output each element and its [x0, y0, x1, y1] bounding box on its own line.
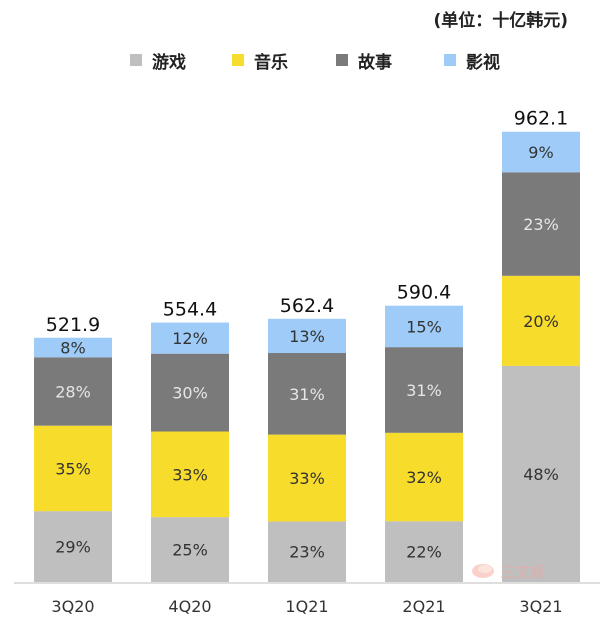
- bar-segment-3Q20-0: [34, 511, 112, 582]
- segment-label: 35%: [55, 459, 91, 478]
- x-tick-label: 4Q20: [168, 597, 211, 616]
- segment-label: 31%: [406, 381, 442, 400]
- bar-segment-2Q21-1: [385, 432, 463, 522]
- watermark-logo-icon: [472, 564, 494, 578]
- bar-segment-2Q21-2: [385, 347, 463, 433]
- bar-total-label: 962.1: [514, 108, 568, 130]
- bar-segment-1Q21-3: [268, 318, 346, 354]
- x-tick-label: 2Q21: [402, 597, 445, 616]
- legend-item-film: 影视: [444, 46, 500, 74]
- segment-label: 9%: [528, 143, 553, 162]
- segment-label: 20%: [523, 312, 559, 331]
- bar-segment-4Q20-2: [151, 353, 229, 432]
- segment-label: 33%: [289, 469, 325, 488]
- segment-label: 29%: [55, 538, 91, 557]
- x-tick-label: 1Q21: [285, 597, 328, 616]
- bar-segment-1Q21-0: [268, 521, 346, 582]
- segment-label: 33%: [172, 465, 208, 484]
- bar-total-label: 590.4: [397, 282, 451, 304]
- legend-label-music: 音乐: [254, 52, 288, 73]
- segment-label: 31%: [289, 385, 325, 404]
- bar-segment-3Q21-3: [502, 131, 580, 173]
- bar-segment-4Q20-3: [151, 322, 229, 354]
- watermark-text: 三文娱: [500, 562, 546, 581]
- bar-segment-1Q21-1: [268, 434, 346, 522]
- segment-label: 12%: [172, 329, 208, 348]
- segment-label: 30%: [172, 384, 208, 403]
- bar-total-label: 562.4: [280, 295, 334, 317]
- bar-segment-3Q21-0: [502, 365, 580, 582]
- segment-label: 48%: [523, 465, 559, 484]
- legend-swatch-story: [336, 54, 348, 66]
- x-tick-label: 3Q20: [51, 597, 94, 616]
- bar-segment-1Q21-2: [268, 353, 346, 435]
- legend-swatch-film: [444, 54, 456, 66]
- segment-label: 28%: [55, 382, 91, 401]
- segment-label: 25%: [172, 541, 208, 560]
- x-tick-label: 3Q21: [519, 597, 562, 616]
- watermark: 三文娱: [470, 560, 545, 582]
- bar-segment-2Q21-0: [385, 521, 463, 582]
- segment-label: 22%: [406, 543, 442, 562]
- legend-item-game: 游戏: [130, 46, 186, 74]
- legend-label-story: 故事: [358, 52, 392, 73]
- legend-swatch-game: [130, 54, 142, 66]
- legend: 游戏 音乐 故事 影视: [0, 46, 600, 74]
- legend-label-game: 游戏: [152, 52, 186, 73]
- legend-label-film: 影视: [466, 52, 500, 73]
- bar-segment-3Q21-2: [502, 172, 580, 276]
- segment-label: 15%: [406, 317, 442, 336]
- bar-segment-3Q21-1: [502, 275, 580, 366]
- segment-label: 13%: [289, 327, 325, 346]
- bar-segment-4Q20-1: [151, 431, 229, 518]
- segment-label: 32%: [406, 468, 442, 487]
- segment-label: 23%: [289, 543, 325, 562]
- unit-label: (单位：十亿韩元): [433, 11, 568, 31]
- bar-segment-2Q21-3: [385, 305, 463, 348]
- legend-item-music: 音乐: [232, 46, 288, 74]
- bar-total-label: 521.9: [46, 314, 100, 336]
- bar-segment-3Q20-1: [34, 425, 112, 512]
- bar-segment-4Q20-0: [151, 517, 229, 582]
- bar-segment-3Q20-3: [34, 337, 112, 358]
- segment-label: 23%: [523, 215, 559, 234]
- bar-segment-3Q20-2: [34, 357, 112, 426]
- legend-swatch-music: [232, 54, 244, 66]
- bar-total-label: 554.4: [163, 299, 217, 321]
- legend-item-story: 故事: [336, 46, 392, 74]
- segment-label: 8%: [60, 339, 85, 358]
